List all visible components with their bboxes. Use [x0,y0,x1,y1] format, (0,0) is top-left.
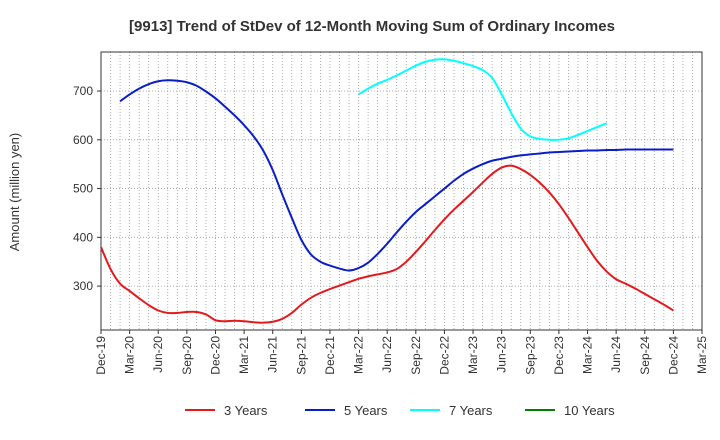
series-line-3-years [100,164,674,324]
chart-title: [9913] Trend of StDev of 12-Month Moving… [129,18,615,35]
legend-label: 5 Years [344,403,388,418]
x-tick-label: Mar-25 [695,336,709,374]
x-tick-label: Mar-23 [466,336,480,374]
x-tick-label: Jun-21 [266,336,280,373]
x-tick-label: Sep-20 [180,336,194,375]
y-tick-label: 700 [73,84,93,98]
legend-label: 3 Years [224,403,268,418]
x-tick-label: Mar-24 [581,336,595,374]
x-tick-label: Sep-23 [523,336,537,375]
legend-label: 7 Years [449,403,493,418]
x-tick-label: Jun-24 [609,336,623,373]
x-tick-label: Sep-22 [409,336,423,375]
y-tick-label: 300 [73,279,93,293]
x-tick-label: Sep-24 [638,336,652,375]
x-tick-label: Jun-20 [151,336,165,373]
x-tick-label: Dec-22 [437,336,451,375]
x-tick-label: Sep-21 [294,336,308,375]
y-tick-label: 600 [73,133,93,147]
series-line-7-years [358,58,607,141]
legend-label: 10 Years [564,403,615,418]
plot-background [101,52,702,330]
x-tick-label: Mar-21 [237,336,251,374]
x-tick-label: Dec-23 [552,336,566,375]
x-tick-label: Mar-22 [352,336,366,374]
legend: 3 Years 5 Years 7 Years 10 Years [185,403,615,418]
x-tick-label: Dec-24 [666,336,680,375]
y-tick-label: 500 [73,182,93,196]
y-axis-label: Amount (million yen) [7,133,22,252]
series-line-5-years [119,79,674,272]
plot-frame [100,51,703,331]
plot-area: 300 400 500 600 700 Dec-19 Mar-20 Jun-20 Sep-20 D… [73,51,709,375]
x-tick-label: Jun-23 [495,336,509,373]
y-tick-label: 400 [73,230,93,244]
x-tick-label: Jun-22 [380,336,394,373]
x-tick-label: Dec-20 [208,336,222,375]
x-tick-label: Mar-20 [123,336,137,374]
x-tick-label: Dec-21 [323,336,337,375]
x-tick-label: Dec-19 [94,336,108,375]
